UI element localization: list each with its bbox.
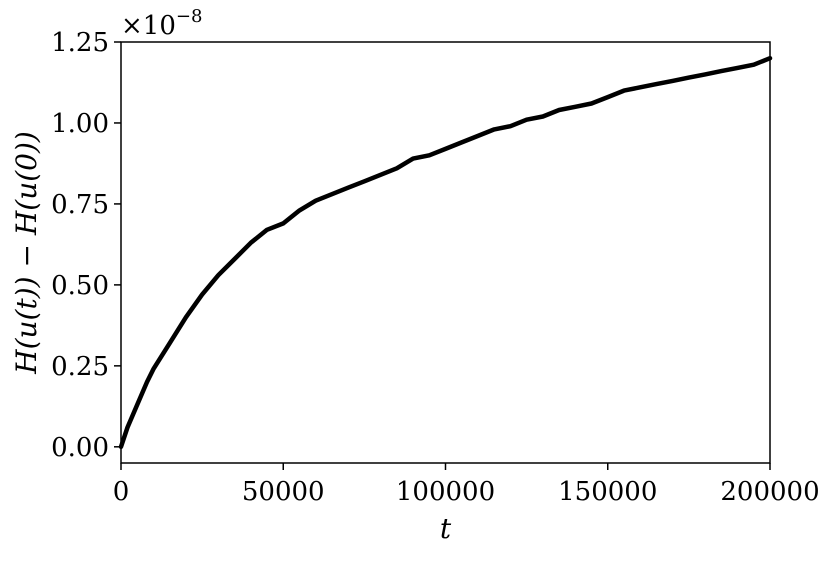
y-axis: 0.00 0.25 0.50 0.75 1.00 1.25	[51, 28, 121, 463]
x-tick-label: 150000	[558, 477, 657, 507]
y-tick-label: 0.00	[51, 433, 109, 463]
x-tick-label: 0	[113, 477, 130, 507]
x-tick-label: 200000	[720, 477, 819, 507]
x-axis: 0 50000 100000 150000 200000	[113, 463, 820, 507]
y-offset-label: ×10−8	[121, 6, 202, 41]
plot-frame	[120, 41, 771, 464]
y-tick-label: 1.25	[51, 28, 109, 58]
y-tick-label: 1.00	[51, 109, 109, 139]
y-offset-exponent: −8	[176, 6, 203, 27]
x-tick-label: 100000	[396, 477, 495, 507]
y-axis-label: H(u(t)) − H(u(0))	[10, 131, 43, 375]
y-tick-label: 0.75	[51, 190, 109, 220]
x-axis-label: t	[440, 512, 452, 545]
y-tick-label: 0.50	[51, 271, 109, 301]
y-tick-label: 0.25	[51, 352, 109, 382]
y-offset-base: ×10	[121, 11, 176, 41]
x-tick-label: 50000	[242, 477, 325, 507]
series-line	[118, 55, 773, 450]
